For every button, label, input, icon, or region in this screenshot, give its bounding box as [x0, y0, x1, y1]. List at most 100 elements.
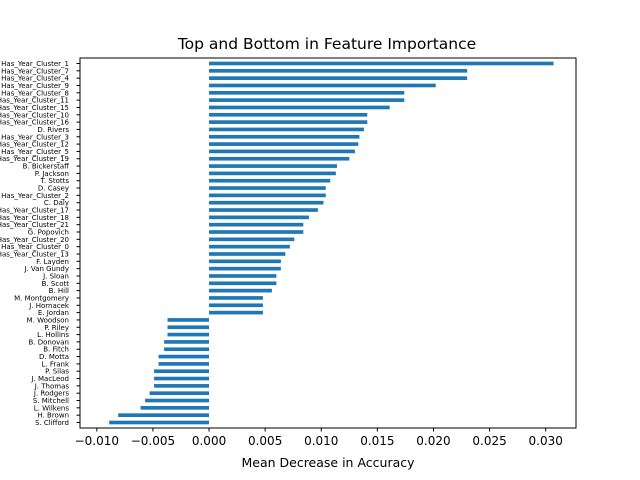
bar-36	[167, 325, 210, 330]
y-tick-label-48: H. Brown	[37, 412, 69, 420]
y-tick-label-29: J. Sloan	[42, 272, 69, 280]
bar-19	[209, 200, 324, 205]
bar-28	[209, 266, 281, 271]
y-tick-label-16: T. Stotts	[39, 177, 69, 185]
y-tick-label-24: Has_Year_Cluster_20	[0, 236, 69, 244]
y-axis-ticks: Has_Year_Cluster_1Has_Year_Cluster_7Has_…	[0, 60, 80, 427]
y-tick-label-20: Has_Year_Cluster_17	[0, 207, 69, 215]
y-tick-label-27: F. Layden	[36, 258, 69, 266]
y-tick-label-1: Has_Year_Cluster_7	[1, 67, 69, 75]
y-tick-label-38: B. Donovan	[28, 338, 69, 346]
bar-7	[209, 112, 368, 117]
bar-12	[209, 149, 355, 154]
y-tick-label-5: Has_Year_Cluster_11	[0, 97, 69, 105]
bar-17	[209, 186, 326, 190]
y-tick-label-4: Has_Year_Cluster_8	[1, 89, 69, 97]
y-tick-label-37: L. Hollins	[37, 331, 69, 339]
bar-30	[209, 281, 277, 286]
bar-31	[209, 288, 272, 293]
y-tick-label-12: Has_Year_Cluster_5	[1, 148, 69, 156]
bar-27	[209, 259, 281, 264]
y-tick-label-34: E. Jordan	[38, 309, 69, 317]
bar-32	[209, 296, 263, 300]
bar-23	[209, 230, 304, 234]
y-tick-label-26: Has_Year_Cluster_13	[0, 250, 69, 258]
bar-16	[209, 178, 331, 183]
y-tick-label-18: Has_Year_Cluster_2	[1, 192, 69, 200]
y-tick-label-40: D. Motta	[39, 353, 69, 361]
y-tick-label-35: M. Woodson	[27, 316, 69, 324]
bar-20	[209, 208, 318, 212]
y-tick-label-19: C. Daly	[44, 199, 69, 207]
bar-37	[167, 332, 210, 337]
y-tick-label-41: L. Frank	[41, 360, 69, 368]
y-tick-label-25: Has_Year_Cluster_0	[1, 243, 69, 251]
bar-8	[209, 120, 368, 124]
y-tick-label-32: M. Montgomery	[14, 294, 69, 302]
chart-title: Top and Bottom in Feature Importance	[177, 35, 476, 53]
x-tick-label-3: 0.005	[248, 434, 282, 448]
y-tick-label-44: J. Thomas	[34, 382, 70, 390]
y-tick-label-10: Has_Year_Cluster_3	[1, 133, 69, 141]
y-tick-label-0: Has_Year_Cluster_1	[1, 60, 69, 68]
bar-6	[209, 105, 390, 110]
bar-38	[164, 340, 210, 344]
bar-1	[209, 68, 468, 73]
bar-45	[149, 391, 210, 396]
plot-frame	[79, 57, 577, 429]
x-tick-label-1: −0.005	[131, 434, 175, 448]
y-tick-label-9: D. Rivers	[37, 126, 69, 134]
bar-2	[209, 76, 468, 80]
bar-5	[209, 98, 405, 102]
y-tick-label-15: P. Jackson	[35, 170, 69, 178]
y-tick-label-2: Has_Year_Cluster_4	[1, 75, 69, 83]
bar-9	[209, 127, 364, 132]
bar-29	[209, 274, 277, 278]
bar-43	[154, 376, 210, 381]
y-tick-label-46: S. Mitchell	[33, 397, 69, 405]
bar-25	[209, 244, 290, 249]
bar-22	[209, 222, 304, 227]
x-tick-label-6: 0.020	[416, 434, 450, 448]
bar-18	[209, 193, 326, 198]
x-tick-label-5: 0.015	[360, 434, 394, 448]
y-tick-label-36: P. Riley	[44, 324, 69, 332]
y-tick-label-3: Has_Year_Cluster_9	[1, 82, 69, 90]
bar-0	[209, 61, 554, 66]
bar-33	[209, 303, 263, 308]
bar-49	[109, 420, 210, 425]
x-tick-label-0: −0.010	[75, 434, 119, 448]
y-tick-label-42: P. Silas	[45, 368, 69, 376]
y-tick-label-33: J. Hornacek	[28, 302, 70, 310]
bar-3	[209, 83, 436, 88]
x-tick-label-4: 0.010	[304, 434, 338, 448]
y-tick-label-45: J. Rodgers	[33, 390, 69, 398]
y-tick-label-49: S. Clifford	[35, 419, 69, 427]
bar-14	[209, 164, 337, 168]
y-tick-label-47: L. Wilkens	[34, 404, 70, 412]
y-tick-label-31: B. Hill	[49, 287, 69, 295]
bar-47	[140, 406, 210, 410]
y-tick-label-39: B. Fitch	[43, 346, 69, 354]
y-tick-label-7: Has_Year_Cluster_10	[0, 111, 69, 119]
y-tick-label-11: Has_Year_Cluster_12	[0, 141, 69, 149]
bar-46	[145, 398, 210, 403]
y-tick-label-22: Has_Year_Cluster_21	[0, 221, 69, 229]
bar-40	[158, 354, 210, 359]
bar-35	[167, 318, 210, 322]
bar-39	[164, 347, 210, 352]
y-tick-label-28: J. Van Gundy	[23, 265, 69, 273]
y-tick-label-14: B. Bickerstaff	[23, 163, 70, 171]
y-tick-label-21: Has_Year_Cluster_18	[0, 214, 69, 222]
bar-11	[209, 142, 359, 146]
bar-34	[209, 310, 263, 315]
bars-group	[109, 61, 554, 425]
x-tick-label-7: 0.025	[472, 434, 506, 448]
y-tick-label-6: Has_Year_Cluster_15	[0, 104, 69, 112]
y-tick-label-17: D. Casey	[38, 185, 69, 193]
y-tick-label-30: B. Scott	[42, 280, 70, 288]
y-tick-label-8: Has_Year_Cluster_16	[0, 119, 70, 127]
bar-15	[209, 171, 336, 176]
bar-48	[118, 413, 210, 418]
